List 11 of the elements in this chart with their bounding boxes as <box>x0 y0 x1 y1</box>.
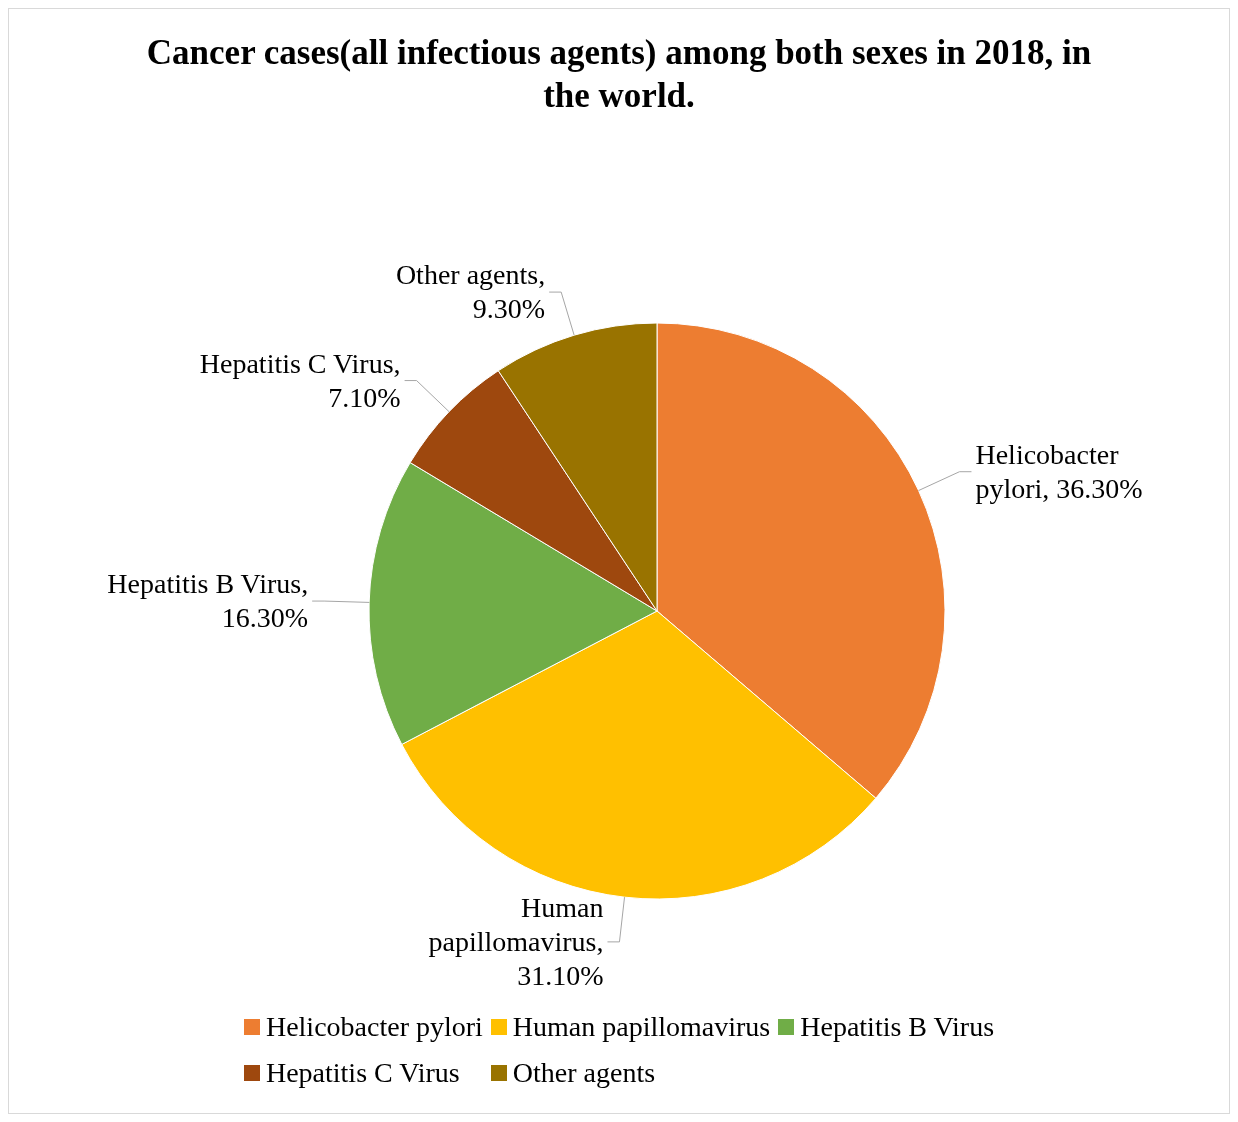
legend-label: Helicobacter pylori <box>265 1011 483 1043</box>
legend-label: Human papillomavirus <box>512 1011 771 1043</box>
data-label: Other agents, 9.30% <box>395 259 546 325</box>
legend-label: Hepatitis C Virus <box>265 1057 460 1089</box>
legend-label: Hepatitis B Virus <box>800 1011 995 1043</box>
data-label: Hepatitis C Virus, 7.10% <box>199 347 401 413</box>
data-label: Hepatitis B Virus, 16.30% <box>107 568 309 634</box>
legend-label: Other agents <box>512 1057 656 1089</box>
data-label: Helicobacter pylori, 36.30% <box>975 438 1143 504</box>
data-label: Human papillomavirus, 31.10% <box>428 891 604 991</box>
chart-title: Cancer cases(all infectious agents) among both sexes in 2018, in the world. <box>145 32 1093 117</box>
